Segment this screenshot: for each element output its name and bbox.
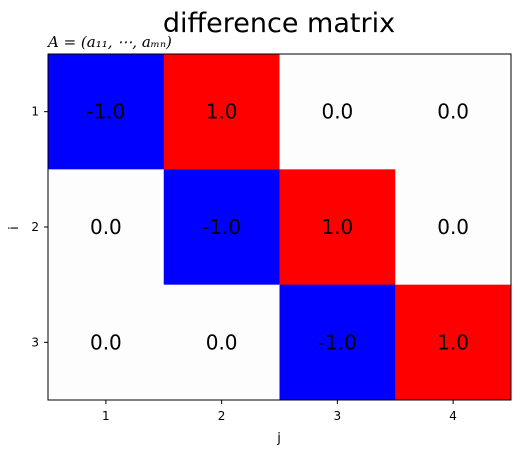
cell-value-label: 0.0 (90, 215, 122, 239)
heatmap-cell (395, 54, 512, 170)
cell-value-label: -1.0 (86, 100, 125, 124)
x-tick-label: 4 (449, 409, 457, 423)
heatmap-cell (48, 169, 165, 286)
cell-value-label: 0.0 (206, 330, 238, 354)
heatmap-cell (395, 284, 512, 401)
heatmap-cells (48, 54, 512, 401)
y-tick-label: 1 (31, 105, 39, 119)
x-tick-label: 2 (218, 409, 226, 423)
y-axis-ticks: 1 2 3 (31, 105, 48, 349)
y-tick-label: 3 (31, 335, 39, 349)
x-axis-ticks: 1 2 3 4 (102, 400, 457, 423)
heatmap-cell (48, 54, 165, 170)
x-tick-label: 3 (334, 409, 342, 423)
cell-value-label: -1.0 (318, 330, 357, 354)
heatmap-cell (279, 54, 396, 170)
heatmap-cell (395, 169, 512, 286)
y-tick-label: 2 (31, 220, 39, 234)
cell-value-label: 1.0 (321, 215, 353, 239)
cell-value-label: 0.0 (437, 100, 469, 124)
heatmap-cell (163, 54, 280, 170)
chart-subtitle: A = (a₁₁, ⋯, aₘₙ) (46, 33, 172, 51)
y-axis-label: i (7, 226, 22, 230)
cell-value-label: 1.0 (437, 330, 469, 354)
heatmap-cell (279, 284, 396, 401)
heatmap-cell (279, 169, 396, 286)
cell-value-label: -1.0 (202, 215, 241, 239)
heatmap-cell (163, 169, 280, 286)
cell-value-label: 0.0 (437, 215, 469, 239)
heatmap-cell (48, 284, 165, 401)
heatmap-cell-labels: -1.0 1.0 0.0 0.0 0.0 -1.0 1.0 0.0 0.0 0.0 -1.0 1.0 (86, 100, 469, 355)
cell-value-label: 0.0 (321, 100, 353, 124)
x-axis-label: j (276, 431, 281, 446)
x-tick-label: 1 (102, 409, 110, 423)
heatmap-cell (163, 284, 280, 401)
chart-title: difference matrix (163, 8, 395, 39)
cell-value-label: 0.0 (90, 330, 122, 354)
cell-value-label: 1.0 (206, 100, 238, 124)
